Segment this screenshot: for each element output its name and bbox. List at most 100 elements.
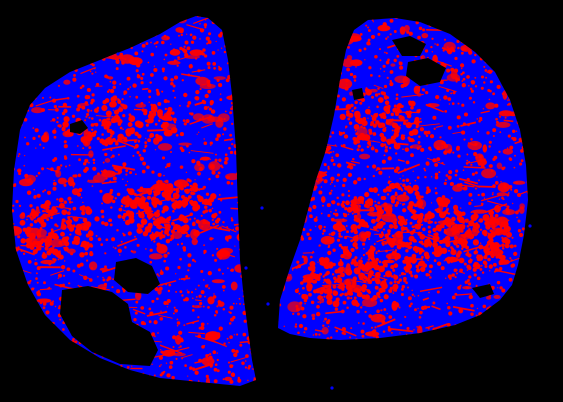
- stain-streak: [167, 347, 190, 354]
- stain-speck: [462, 186, 467, 191]
- tissue-hole: [472, 284, 494, 298]
- stain-patch: [107, 76, 114, 80]
- stain-speck: [245, 354, 249, 358]
- stain-patch: [161, 35, 171, 41]
- stain-cluster-speck: [443, 230, 448, 234]
- stain-speck: [343, 332, 346, 336]
- stain-speck: [360, 257, 363, 259]
- stain-cluster-speck: [405, 121, 412, 129]
- stain-speck: [63, 260, 66, 262]
- stain-speck: [451, 197, 453, 199]
- stain-speck: [474, 187, 478, 190]
- stain-speck: [129, 171, 133, 175]
- stain-speck: [329, 135, 332, 138]
- stain-cluster-speck: [36, 232, 42, 238]
- stain-cluster-speck: [90, 101, 94, 105]
- stain-cluster-speck: [452, 239, 458, 245]
- stain-cluster-speck: [412, 184, 419, 192]
- stain-speck: [229, 379, 234, 384]
- stain-speck: [511, 236, 514, 239]
- stain-cluster-speck: [326, 298, 333, 306]
- stain-speck: [56, 116, 59, 119]
- stain-speck: [120, 240, 123, 243]
- stain-cluster-speck: [323, 262, 331, 270]
- stain-patch: [40, 259, 56, 265]
- stain-speck: [215, 174, 220, 179]
- stain-speck: [34, 261, 38, 266]
- stain-speck: [334, 307, 339, 311]
- stain-streak: [158, 314, 173, 319]
- stain-speck: [144, 146, 147, 149]
- stain-cluster-speck: [417, 217, 423, 224]
- stain-speck: [407, 136, 411, 140]
- stain-cluster-speck: [37, 247, 40, 251]
- stain-cluster-speck: [367, 279, 373, 285]
- stain-speck: [242, 332, 247, 337]
- stain-speck: [460, 73, 463, 76]
- stain-speck: [474, 76, 477, 79]
- stain-cluster-speck: [483, 255, 488, 260]
- stain-patch: [175, 334, 182, 345]
- stain-speck: [185, 119, 190, 124]
- stain-cluster-speck: [160, 123, 165, 129]
- stain-speck: [185, 171, 188, 174]
- stain-speck: [481, 192, 485, 197]
- stain-streak: [191, 69, 206, 73]
- stain-cluster-speck: [439, 247, 444, 253]
- stain-speck: [35, 174, 38, 178]
- stain-cluster-speck: [128, 217, 135, 224]
- stain-speck: [151, 299, 155, 303]
- stain-cluster-speck: [306, 283, 313, 290]
- stain-speck: [338, 243, 342, 247]
- stain-speck: [382, 330, 386, 333]
- stain-speck: [189, 366, 193, 370]
- stain-cluster-speck: [422, 207, 425, 210]
- stain-speck: [436, 157, 439, 161]
- stain-speck: [233, 352, 238, 358]
- stain-cluster-speck: [84, 101, 89, 105]
- stain-speck: [480, 202, 484, 206]
- background-speck: [244, 266, 248, 270]
- background-specks: [116, 52, 532, 390]
- stain-streak: [291, 262, 306, 270]
- stain-speck: [364, 59, 366, 61]
- stain-streak: [518, 190, 528, 196]
- stain-speck: [17, 168, 22, 173]
- stain-patch: [453, 204, 459, 211]
- stain-speck: [86, 259, 89, 262]
- stain-speck: [195, 295, 198, 298]
- stain-speck: [420, 195, 424, 199]
- stain-speck: [63, 140, 67, 144]
- stain-cluster-speck: [361, 200, 364, 203]
- stain-speck: [228, 322, 232, 325]
- stain-cluster-speck: [117, 133, 125, 141]
- stain-speck: [167, 100, 170, 103]
- stain-speck: [456, 269, 458, 272]
- stain-speck: [186, 289, 188, 291]
- stain-streak: [463, 246, 481, 253]
- stain-streak: [435, 125, 444, 128]
- stain-speck: [318, 333, 321, 336]
- stain-speck: [230, 218, 234, 222]
- stain-cluster-speck: [402, 208, 407, 213]
- stain-speck: [503, 166, 506, 169]
- stain-speck: [421, 223, 424, 226]
- stain-cluster-speck: [444, 235, 451, 242]
- stain-speck: [178, 34, 180, 37]
- stain-streak: [188, 331, 206, 335]
- stain-cluster-speck: [378, 287, 384, 294]
- stain-cluster-speck: [156, 209, 160, 213]
- stain-cluster-speck: [101, 118, 109, 126]
- stain-speck: [218, 67, 222, 71]
- stain-speck: [504, 116, 507, 119]
- stain-cluster-speck: [344, 207, 348, 211]
- stain-streak: [80, 67, 96, 75]
- stain-speck: [86, 112, 90, 117]
- stain-cluster-speck: [401, 203, 405, 206]
- stain-patch: [365, 331, 380, 337]
- stain-cluster-speck: [94, 216, 100, 222]
- stain-speck: [210, 144, 212, 146]
- stain-patch: [497, 182, 510, 193]
- stain-speck: [224, 110, 227, 113]
